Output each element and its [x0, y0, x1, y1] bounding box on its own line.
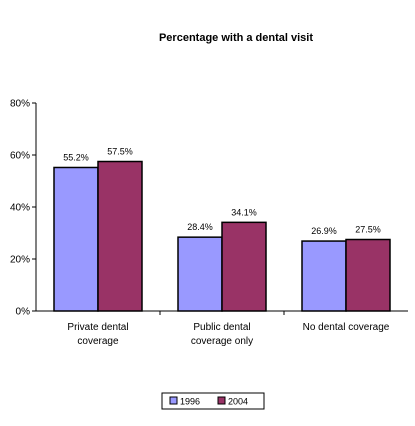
x-category-label: Public dental — [193, 322, 250, 333]
bar-1996-3 — [301, 240, 347, 312]
bar-2004-1 — [97, 160, 143, 312]
data-label: 55.2% — [63, 152, 89, 162]
plot-area: 0% 20% 40% 60% 80% 55.2% 57.5% Private dental co… — [10, 99, 408, 347]
x-category-label: Private dental — [67, 322, 128, 333]
data-label: 27.5% — [355, 225, 381, 235]
legend-swatch-1996 — [169, 396, 178, 405]
y-tick-label: 0% — [16, 307, 31, 318]
legend-swatch-2004 — [217, 396, 226, 405]
y-tick-label: 80% — [10, 99, 30, 110]
bar-1996-2 — [177, 236, 223, 312]
x-category-label: No dental coverage — [303, 322, 390, 333]
legend-label-2004: 2004 — [228, 397, 248, 407]
bar-2004-2 — [221, 221, 267, 312]
y-tick-label: 20% — [10, 255, 30, 266]
x-category-label: coverage only — [191, 336, 253, 347]
legend-box — [161, 392, 265, 410]
legend: 1996 2004 — [161, 392, 265, 410]
bar-2004-3 — [345, 238, 391, 312]
bar-1996-1 — [53, 166, 99, 312]
data-label: 34.1% — [231, 207, 257, 217]
chart-title: Percentage with a dental visit — [159, 32, 313, 44]
y-tick-label: 60% — [10, 151, 30, 162]
legend-label-1996: 1996 — [180, 397, 200, 407]
data-label: 57.5% — [107, 147, 133, 157]
x-category-label: coverage — [77, 336, 119, 347]
data-label: 26.9% — [311, 226, 337, 236]
y-tick-label: 40% — [10, 203, 30, 214]
data-label: 28.4% — [187, 222, 213, 232]
